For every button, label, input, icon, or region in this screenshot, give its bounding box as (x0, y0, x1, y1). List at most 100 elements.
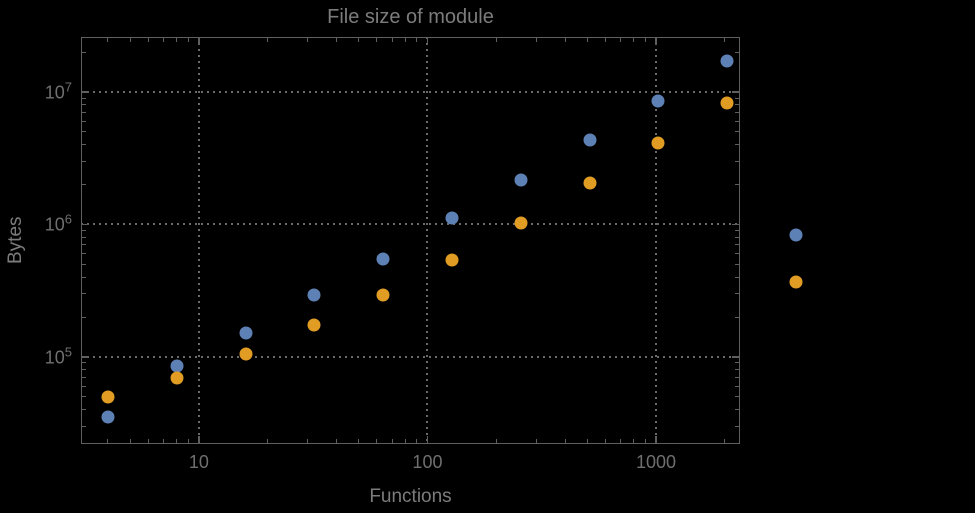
y-tick-right (735, 362, 739, 364)
data-point-series-1-blue (720, 54, 734, 68)
x-tick-top (536, 38, 537, 42)
x-tick (187, 439, 189, 443)
x-tick (107, 439, 109, 443)
x-tick-top (162, 38, 164, 42)
y-axis-label: Bytes (5, 216, 26, 265)
x-tick-top (376, 38, 378, 42)
x-tick (655, 436, 657, 443)
x-tick (358, 439, 360, 443)
x-tick-top (426, 38, 429, 45)
x-tick-top (129, 38, 131, 42)
y-tick-label: 105 (44, 344, 72, 368)
y-tick-right (735, 276, 739, 278)
y-tick-label: 106 (44, 211, 72, 235)
y-tick (82, 104, 86, 106)
y-tick-right (732, 356, 739, 358)
x-tick (426, 436, 429, 443)
x-gridline (426, 37, 429, 444)
x-tick (129, 439, 131, 443)
data-point-series-1-blue (376, 252, 390, 266)
y-tick-label: 107 (44, 79, 72, 103)
y-tick (82, 111, 86, 113)
data-point-series-2-orange (239, 347, 253, 361)
data-point-series-2-orange (170, 371, 184, 385)
x-tick (198, 436, 200, 443)
x-tick-top (391, 38, 393, 42)
x-tick-top (187, 38, 189, 42)
x-tick-top (586, 38, 588, 42)
x-tick-label: 100 (412, 452, 443, 472)
x-tick-top (495, 38, 497, 42)
chart-title: File size of module (327, 6, 494, 28)
x-tick-top (176, 38, 178, 42)
x-tick (376, 439, 378, 443)
x-tick-top (620, 38, 622, 42)
y-tick (82, 229, 86, 231)
x-gridline (197, 37, 200, 444)
x-tick (564, 439, 566, 443)
y-gridline (81, 355, 740, 358)
data-point-series-2-orange (514, 216, 528, 230)
data-point-series-2-orange (720, 96, 734, 110)
x-tick-top (604, 38, 606, 42)
y-tick (82, 223, 89, 226)
data-point-series-1-blue (514, 173, 528, 187)
x-tick (724, 439, 726, 443)
x-tick (495, 439, 497, 443)
x-tick-top (645, 38, 647, 42)
x-tick-top (724, 38, 726, 42)
y-tick (82, 316, 86, 318)
x-tick (633, 439, 635, 443)
data-point-series-1-blue (583, 133, 597, 147)
y-tick (82, 184, 86, 186)
y-tick-right (735, 263, 739, 265)
y-tick (82, 276, 86, 278)
y-tick (82, 131, 86, 133)
y-tick (82, 51, 86, 53)
y-tick-right (735, 396, 739, 398)
y-tick-right (735, 293, 739, 295)
y-tick-right (735, 244, 739, 246)
x-tick (586, 439, 588, 443)
x-tick (645, 439, 647, 443)
data-point-series-2-orange (101, 390, 115, 404)
x-tick (147, 439, 149, 443)
x-tick-top (416, 38, 418, 42)
y-tick-right (735, 51, 739, 53)
data-point-series-1-blue (239, 326, 253, 340)
data-point-series-2-orange (445, 253, 459, 267)
x-tick-top (147, 38, 149, 42)
x-tick-top (335, 38, 337, 42)
x-tick-top (198, 38, 200, 45)
y-tick-right (735, 111, 739, 113)
x-gridline (655, 37, 658, 444)
data-point-series-1-blue (170, 359, 184, 373)
y-tick-right (735, 376, 739, 378)
y-tick-right (735, 316, 739, 318)
y-gridline (81, 90, 740, 93)
y-tick (82, 253, 86, 255)
x-tick (267, 439, 269, 443)
y-tick-right (732, 223, 739, 226)
x-tick-top (404, 38, 406, 42)
x-tick-label: 1000 (635, 452, 677, 472)
y-tick (82, 91, 89, 93)
y-tick (82, 120, 86, 122)
y-tick (82, 293, 86, 295)
data-point-series-1-blue (651, 94, 665, 108)
y-tick-right (735, 131, 739, 133)
x-tick (176, 439, 178, 443)
data-point-series-1-blue (789, 228, 803, 242)
x-tick (335, 439, 337, 443)
data-point-series-2-orange (789, 275, 803, 289)
x-tick (307, 439, 309, 443)
y-tick-right (735, 409, 739, 411)
x-tick (404, 439, 406, 443)
y-tick (82, 356, 89, 358)
y-tick-right (735, 104, 739, 106)
y-tick-right (732, 91, 739, 93)
y-tick-right (735, 236, 739, 238)
x-tick-top (267, 38, 269, 42)
x-tick (604, 439, 606, 443)
y-tick-right (735, 144, 739, 146)
